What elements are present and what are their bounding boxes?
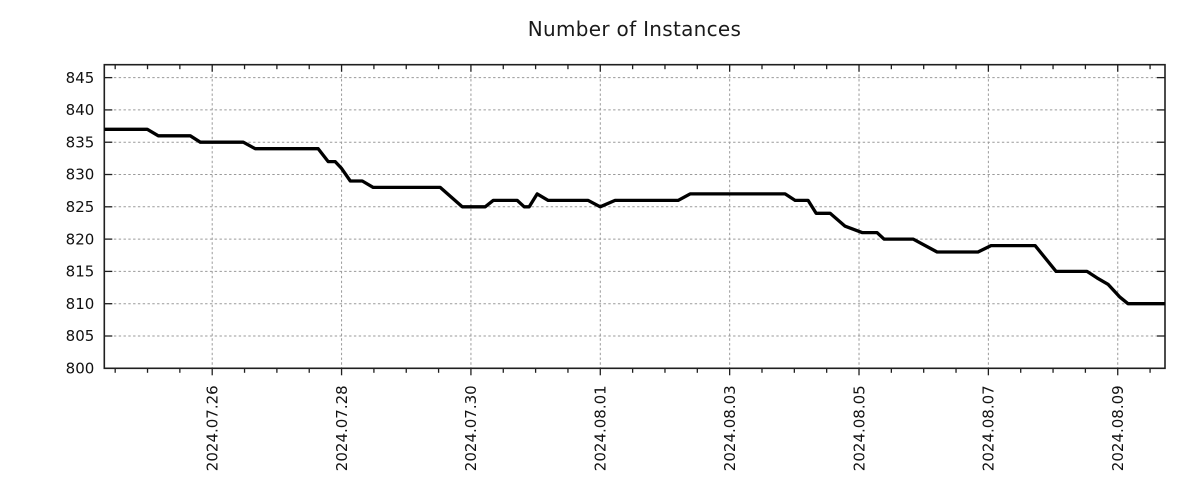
y-tick-label: 810 [66, 295, 95, 313]
x-tick-label: 2024.07.30 [462, 385, 480, 471]
y-tick-label: 800 [66, 360, 95, 378]
y-tick-label: 805 [66, 327, 95, 345]
x-tick-label: 2024.08.09 [1109, 385, 1127, 471]
x-tick-label: 2024.07.26 [203, 385, 221, 471]
y-tick-label: 815 [66, 263, 95, 281]
y-tick-label: 835 [66, 133, 95, 151]
y-tick-label: 830 [66, 166, 95, 184]
x-tick-label: 2024.08.03 [721, 385, 739, 471]
x-tick-label: 2024.08.05 [850, 385, 868, 471]
x-tick-label: 2024.08.07 [980, 385, 998, 471]
y-tick-label: 825 [66, 198, 95, 216]
y-tick-label: 820 [66, 230, 95, 248]
y-tick-label: 840 [66, 101, 95, 119]
series-line [104, 127, 1165, 306]
chart-title: Number of Instances [527, 17, 742, 41]
y-tick-label: 845 [66, 69, 95, 87]
x-tick-label: 2024.07.28 [333, 385, 351, 471]
x-tick-label: 2024.08.01 [592, 385, 610, 471]
axis-frame [103, 63, 1166, 370]
